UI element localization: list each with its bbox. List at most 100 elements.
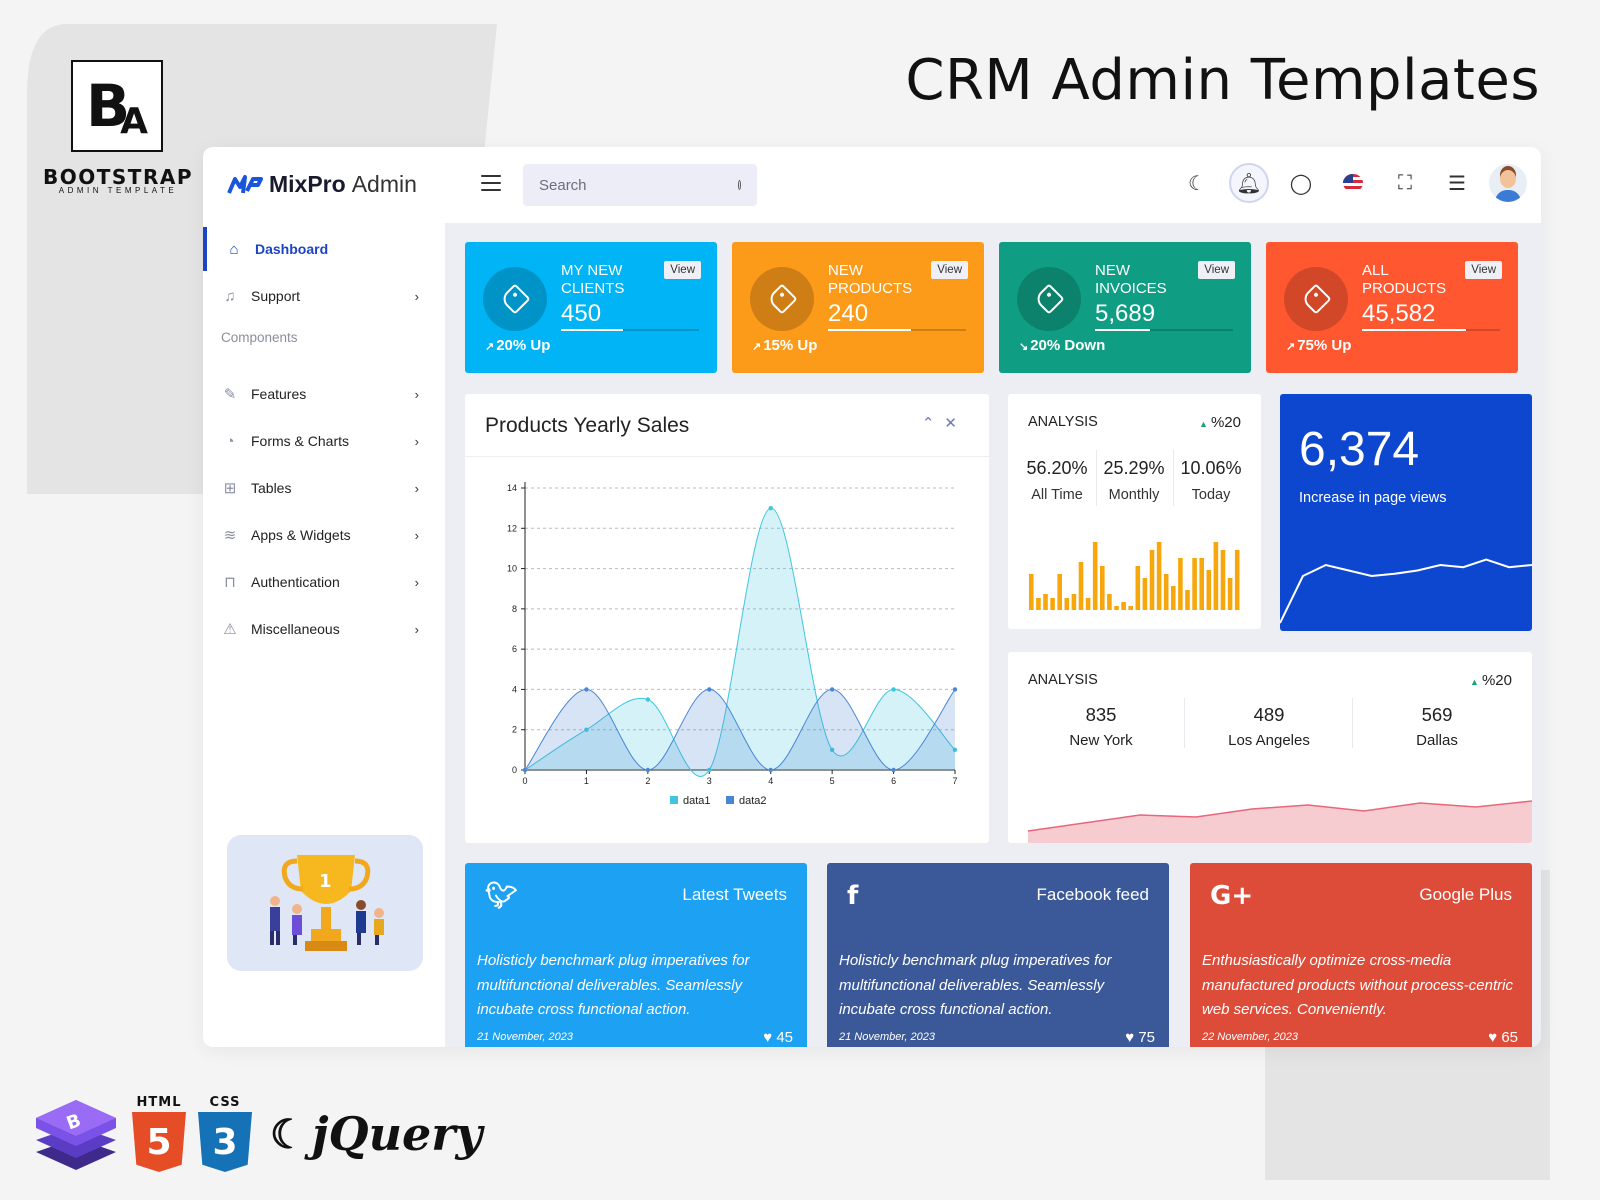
bell-icon[interactable]: 🔔︎ (1229, 163, 1269, 203)
analysis-bar (1213, 542, 1219, 610)
svg-text:B: B (64, 1110, 84, 1134)
search-input[interactable] (539, 176, 738, 194)
card-title: ANALYSIS (1028, 672, 1098, 688)
chevron-right-icon: › (414, 574, 419, 590)
sidebar-item-forms-charts[interactable]: ◔ Forms & Charts › (203, 419, 445, 463)
city-label: Los Angeles (1228, 732, 1310, 749)
sidebar-item-authentication[interactable]: ⊓ Authentication › (203, 560, 445, 604)
likes[interactable]: ♥ 65 (1488, 1029, 1518, 1046)
warning-icon: ⚠ (223, 621, 237, 638)
promo-illustration: 1 (227, 835, 423, 971)
css3-logo: CSS 3 (198, 1095, 252, 1173)
chevron-right-icon: › (414, 621, 419, 637)
moon-icon[interactable]: ☾ (1188, 172, 1206, 195)
analysis-bar (1071, 594, 1077, 610)
likes[interactable]: ♥ 75 (1125, 1029, 1155, 1046)
css-label: CSS (209, 1095, 241, 1110)
facebook-icon[interactable]: f (847, 881, 859, 911)
view-button[interactable]: View (1465, 261, 1502, 279)
analysis-bar (1149, 550, 1155, 610)
analysis-bar (1185, 590, 1190, 610)
likes[interactable]: ♥ 45 (763, 1029, 793, 1046)
brand-name: BOOTSTRAP (43, 165, 193, 189)
database-icon: ≋ (223, 527, 237, 544)
tag-icon (499, 283, 531, 315)
data-point (707, 687, 712, 692)
analysis-col: 56.20% All Time (1018, 458, 1096, 503)
stat-value: 45,582 (1362, 300, 1436, 327)
sidebar-item-tables[interactable]: ⊞ Tables › (203, 466, 445, 510)
logo-rest-text: Admin (351, 171, 417, 197)
chevron-right-icon: › (414, 386, 419, 402)
city-value: 569 (1421, 704, 1453, 725)
divider (1184, 698, 1185, 748)
search-icon[interactable] (738, 180, 741, 190)
view-button[interactable]: View (1198, 261, 1235, 279)
avatar[interactable] (1489, 164, 1527, 202)
x-tick-label: 7 (952, 776, 957, 786)
hero-title: CRM Admin Templates (905, 48, 1540, 113)
stat-trend-text: 20% Down (1030, 337, 1106, 354)
caret-up-icon: ▲ (1199, 419, 1208, 429)
analysis-card-percent: ANALYSIS ▲ %20 56.20% All Time 25.29% Month… (1008, 394, 1261, 629)
analysis-bar (1227, 578, 1233, 610)
y-tick-label: 12 (507, 523, 517, 533)
data-point (707, 767, 712, 773)
app-logo[interactable]: MixPro Admin (227, 171, 417, 198)
sidebar-item-miscellaneous[interactable]: ⚠ Miscellaneous › (203, 607, 445, 651)
series-line-data2 (524, 688, 956, 771)
fullscreen-icon[interactable]: ⛶ (1398, 171, 1412, 194)
legend-label: data2 (739, 795, 767, 807)
analysis-bar (1036, 598, 1041, 610)
x-tick-label: 5 (830, 776, 835, 786)
social-card-facebook: f Facebook feed Holisticly benchmark plu… (827, 863, 1169, 1047)
settings-sliders-icon[interactable]: ☰ (1448, 172, 1466, 195)
jquery-label: jQuery (311, 1107, 483, 1161)
change-badge: ▲ %20 (1470, 672, 1512, 689)
tech-logos: B HTML 5 CSS 3 ☾ jQuery (32, 1094, 482, 1174)
chevron-right-icon: › (414, 480, 419, 496)
stat-trend: ↗ 20% Up (485, 337, 550, 354)
sidebar-item-dashboard[interactable]: ⌂ Dashboard (203, 227, 445, 271)
social-date: 22 November, 2023 (1202, 1031, 1299, 1043)
analysis-label: All Time (1031, 487, 1083, 503)
change-value: %20 (1481, 672, 1512, 689)
close-icon[interactable]: ✕ (944, 415, 967, 432)
city-area (1028, 801, 1532, 843)
twitter-icon[interactable]: 🐦︎ (485, 881, 519, 911)
sidebar-item-label: Features (251, 386, 307, 402)
top-navbar: MixPro Admin ☾ 🔔︎ ◯ ⛶ ☰ (203, 147, 1541, 223)
analysis-bar (1163, 574, 1169, 610)
chat-icon[interactable]: ◯ (1289, 172, 1313, 195)
collapse-icon[interactable]: ⌃ (921, 415, 945, 432)
sidebar-item-label: Tables (251, 480, 292, 496)
analysis-col: 10.06% Today (1172, 458, 1250, 503)
legend-swatch (670, 796, 678, 804)
sidebar-item-apps-widgets[interactable]: ≋ Apps & Widgets › (203, 513, 445, 557)
analysis-bar (1135, 566, 1141, 610)
social-title: Facebook feed (1036, 885, 1149, 904)
view-button[interactable]: View (664, 261, 701, 279)
sidebar-item-support[interactable]: ♫ Support › (203, 274, 445, 318)
city-area-chart (1027, 800, 1532, 843)
x-tick-label: 2 (645, 776, 650, 786)
social-title: Google Plus (1419, 885, 1512, 904)
chevron-right-icon: › (414, 288, 419, 304)
view-button[interactable]: View (931, 261, 968, 279)
html-label: HTML (136, 1095, 182, 1110)
stat-icon-circle (750, 267, 814, 331)
google-plus-icon[interactable]: G+ (1210, 881, 1254, 911)
caret-up-icon: ▲ (1470, 677, 1479, 687)
y-tick-label: 4 (512, 684, 517, 694)
city-line (1027, 800, 1532, 832)
grid-icon: ⊞ (223, 480, 237, 497)
sidebar-item-features[interactable]: ✎ Features › (203, 372, 445, 416)
logo-bold-text: MixPro (269, 171, 346, 197)
change-badge: ▲ %20 (1199, 414, 1241, 431)
tag-icon (766, 283, 798, 315)
menu-toggle-icon[interactable] (481, 175, 501, 191)
language-flag-icon[interactable] (1333, 163, 1373, 203)
divider (1173, 450, 1174, 506)
